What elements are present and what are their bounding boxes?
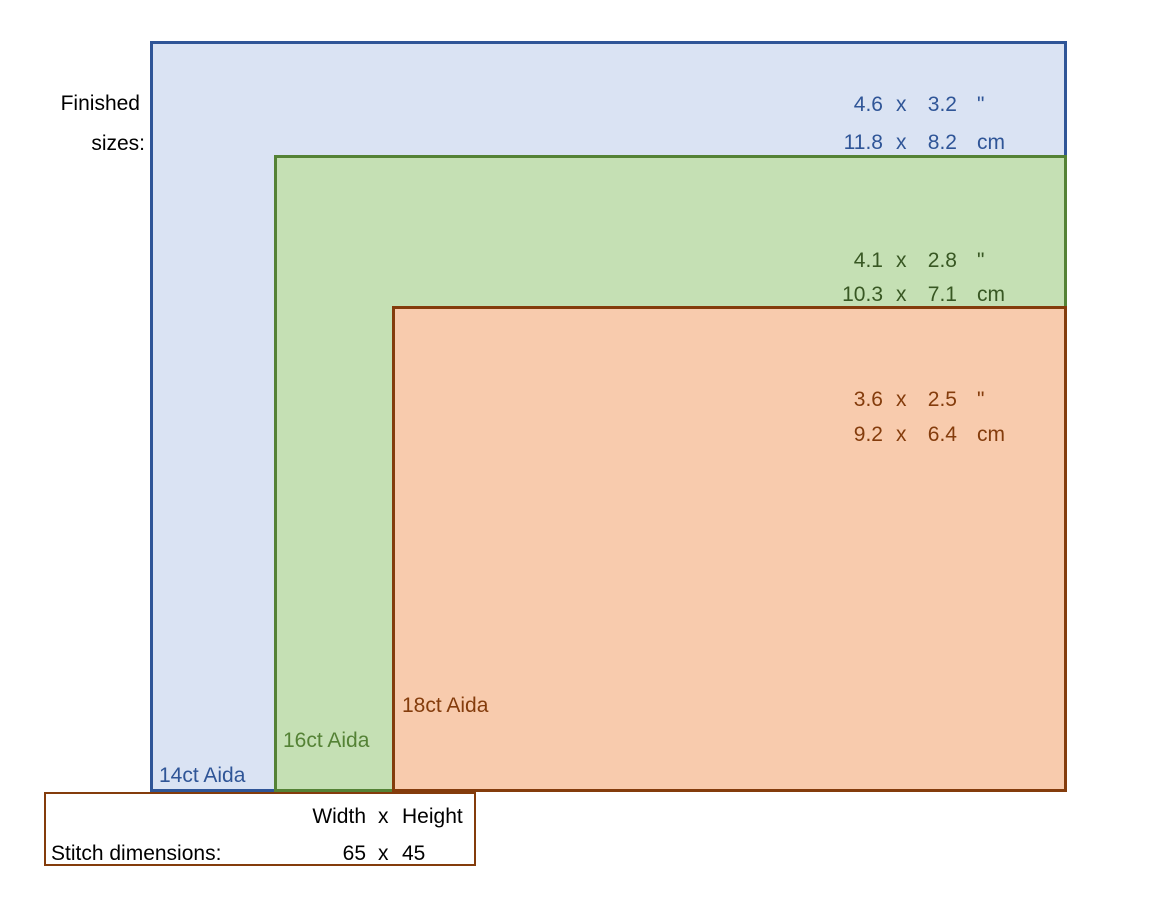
stitch-x: x — [378, 842, 389, 865]
size-16-inch-height: 2.8 — [927, 249, 957, 272]
size-18-inch-height: 2.5 — [927, 388, 957, 411]
size-14-cm-height: 8.2 — [927, 131, 957, 154]
stitch-header-x: x — [378, 805, 389, 828]
label-14ct: 14ct Aida — [159, 764, 246, 787]
stitch-header-width: Width — [312, 805, 366, 828]
size-14-cm-x: x — [896, 131, 907, 154]
size-16-cm-unit: cm — [977, 283, 1005, 306]
size-16-inch-unit: " — [977, 249, 985, 272]
size-14-cm-unit: cm — [977, 131, 1005, 154]
size-14-inch-width: 4.6 — [853, 93, 883, 116]
size-16-inch-width: 4.1 — [853, 249, 883, 272]
size-18-cm-x: x — [896, 423, 907, 446]
size-14-inch-height: 3.2 — [927, 93, 957, 116]
label-16ct: 16ct Aida — [283, 729, 370, 752]
size-16-cm-height: 7.1 — [927, 283, 957, 306]
stitch-dimensions-box — [44, 792, 476, 866]
size-18-inch-width: 3.6 — [853, 388, 883, 411]
finished-label-line2: sizes: — [91, 132, 145, 155]
size-14-cm-width: 11.8 — [843, 131, 883, 154]
size-16-inch-x: x — [896, 249, 907, 272]
size-18-cm-unit: cm — [977, 423, 1005, 446]
stitch-label: Stitch dimensions: — [51, 842, 222, 865]
finished-label-line1: Finished — [60, 92, 140, 115]
size-14-inch-x: x — [896, 93, 907, 116]
size-18-inch-unit: " — [977, 388, 985, 411]
stitch-header-height: Height — [402, 805, 463, 828]
size-14-inch-unit: " — [977, 93, 985, 116]
label-18ct: 18ct Aida — [402, 694, 489, 717]
size-16-cm-width: 10.3 — [842, 283, 883, 306]
size-18-inch-x: x — [896, 388, 907, 411]
size-18-cm-width: 9.2 — [853, 423, 883, 446]
stitch-height-value: 45 — [402, 842, 426, 865]
stitch-width-value: 65 — [342, 842, 366, 865]
size-18-cm-height: 6.4 — [927, 423, 957, 446]
size-16-cm-x: x — [896, 283, 907, 306]
size-rect-18ct — [392, 306, 1067, 792]
